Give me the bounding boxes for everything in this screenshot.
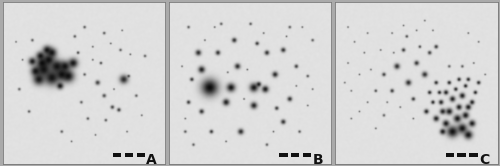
Text: B: B [313, 153, 324, 166]
Text: C: C [480, 153, 490, 166]
Text: A: A [146, 153, 157, 166]
Bar [125, 153, 133, 157]
Bar [458, 153, 466, 157]
Bar [470, 153, 478, 157]
Bar [136, 153, 145, 157]
Bar [279, 153, 287, 157]
Bar [303, 153, 312, 157]
Bar [113, 153, 121, 157]
Bar [291, 153, 300, 157]
Bar [446, 153, 454, 157]
